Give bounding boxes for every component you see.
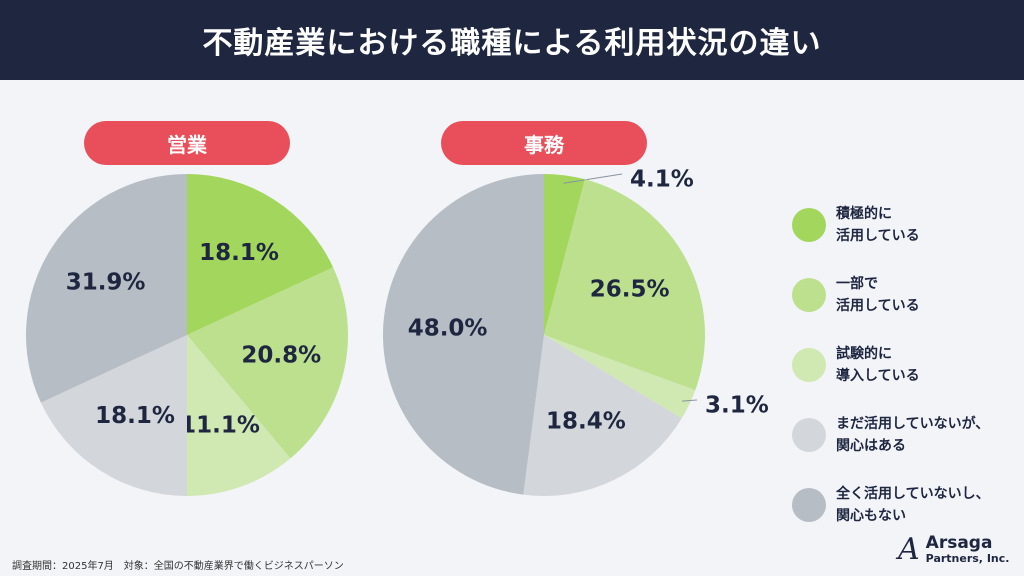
pie-slice (187, 174, 334, 335)
data-label: 18.4% (546, 409, 626, 435)
pie-slice (544, 179, 706, 391)
data-label: 48.0% (408, 315, 488, 341)
legend-label: まだ活用していないが、 関心はある (836, 416, 990, 454)
company-logo: A Arsaga Partners, Inc. (898, 532, 1009, 567)
legend-item: 試験的に 導入している (792, 330, 990, 400)
legend-swatch (792, 488, 826, 522)
legend-item: 全く活用していないし、 関心もない (792, 470, 990, 540)
leader-line (681, 399, 698, 402)
leader-line (563, 173, 623, 184)
legend-label: 全く活用していないし、 関心もない (836, 486, 990, 524)
pie-slice (544, 174, 585, 335)
pie-slice (25, 174, 187, 403)
legend-swatch (792, 348, 826, 382)
pie-slice (382, 174, 544, 495)
legend-swatch (792, 208, 826, 242)
legend: 積極的に 活用している 一部で 活用している 試験的に 導入している まだ活用し… (792, 190, 990, 540)
logo-name: Arsaga (925, 533, 993, 553)
pie-slice (187, 267, 348, 459)
legend-label: 積極的に 活用している (836, 206, 920, 244)
legend-label: 一部で 活用している (836, 276, 920, 314)
pie-slice (187, 335, 291, 496)
legend-swatch (792, 418, 826, 452)
data-label: 31.9% (66, 269, 146, 295)
logo-mark-icon: A (898, 532, 920, 567)
legend-item: 積極的に 活用している (792, 190, 990, 260)
data-label: 18.1% (199, 240, 279, 266)
legend-swatch (792, 278, 826, 312)
data-label: 26.5% (590, 277, 670, 303)
page-title: 不動産業における職種による利用状況の違い (0, 0, 1024, 80)
legend-item: 一部で 活用している (792, 260, 990, 330)
chart-title-office: 事務 (441, 121, 647, 165)
data-label: 20.8% (241, 343, 321, 369)
chart-title-sales: 営業 (84, 121, 290, 165)
pie-slice (544, 335, 696, 419)
data-label: 18.1% (95, 403, 175, 429)
survey-footnote: 調査期間：2025年7月 対象：全国の不動産業界で働くビジネスパーソン (12, 561, 344, 572)
logo-subname: Partners, Inc. (925, 552, 1010, 565)
data-label: 3.1% (705, 393, 769, 419)
data-label: 11.1% (180, 412, 260, 438)
data-label: 4.1% (630, 167, 694, 193)
legend-item: まだ活用していないが、 関心はある (792, 400, 990, 470)
pie-slice (523, 335, 682, 496)
pie-slice (40, 335, 188, 496)
legend-label: 試験的に 導入している (836, 346, 920, 384)
